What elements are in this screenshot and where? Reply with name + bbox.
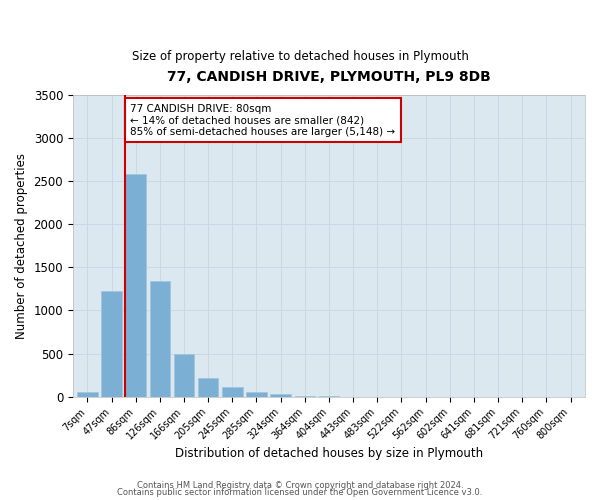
Text: Contains public sector information licensed under the Open Government Licence v3: Contains public sector information licen… (118, 488, 482, 497)
Bar (246, 392, 267, 396)
Bar (149, 281, 170, 396)
Text: Contains HM Land Registry data © Crown copyright and database right 2024.: Contains HM Land Registry data © Crown c… (137, 480, 463, 490)
X-axis label: Distribution of detached houses by size in Plymouth: Distribution of detached houses by size … (175, 447, 483, 460)
Bar (77, 392, 98, 396)
Bar (125, 174, 146, 396)
Bar (271, 394, 291, 396)
Bar (222, 387, 242, 396)
Y-axis label: Number of detached properties: Number of detached properties (15, 153, 28, 339)
Text: 77 CANDISH DRIVE: 80sqm
← 14% of detached houses are smaller (842)
85% of semi-d: 77 CANDISH DRIVE: 80sqm ← 14% of detache… (130, 104, 395, 136)
Bar (174, 354, 194, 397)
Bar (198, 378, 218, 396)
Bar (101, 290, 122, 397)
Text: Size of property relative to detached houses in Plymouth: Size of property relative to detached ho… (131, 50, 469, 63)
Title: 77, CANDISH DRIVE, PLYMOUTH, PL9 8DB: 77, CANDISH DRIVE, PLYMOUTH, PL9 8DB (167, 70, 491, 84)
